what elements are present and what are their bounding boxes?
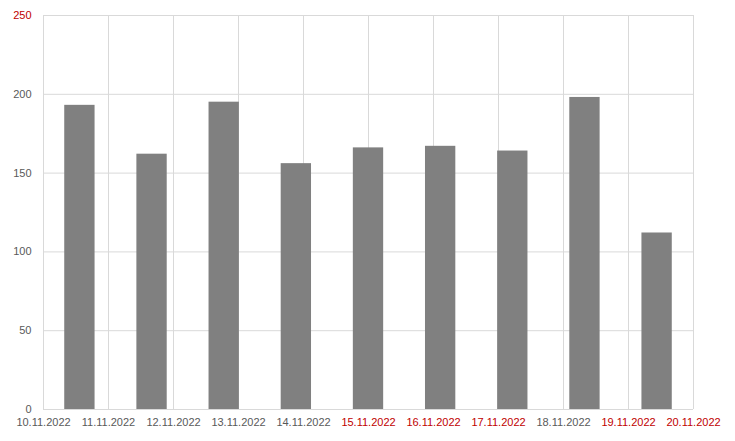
svg-text:15.11.2022: 15.11.2022: [341, 416, 395, 428]
svg-text:17.11.2022: 17.11.2022: [471, 416, 525, 428]
svg-text:20.11.2022: 20.11.2022: [666, 416, 720, 428]
svg-text:250: 250: [13, 9, 31, 21]
svg-text:16.11.2022: 16.11.2022: [406, 416, 460, 428]
svg-text:50: 50: [19, 324, 31, 336]
svg-text:100: 100: [13, 245, 31, 257]
svg-text:11.11.2022: 11.11.2022: [82, 416, 135, 428]
svg-text:14.11.2022: 14.11.2022: [276, 416, 330, 428]
svg-text:0: 0: [25, 403, 31, 415]
svg-text:18.11.2022: 18.11.2022: [536, 416, 590, 428]
svg-text:13.11.2022: 13.11.2022: [211, 416, 265, 428]
svg-text:19.11.2022: 19.11.2022: [601, 416, 655, 428]
svg-text:12.11.2022: 12.11.2022: [146, 416, 200, 428]
svg-text:150: 150: [13, 167, 31, 179]
svg-text:10.11.2022: 10.11.2022: [16, 416, 70, 428]
svg-text:200: 200: [13, 88, 31, 100]
